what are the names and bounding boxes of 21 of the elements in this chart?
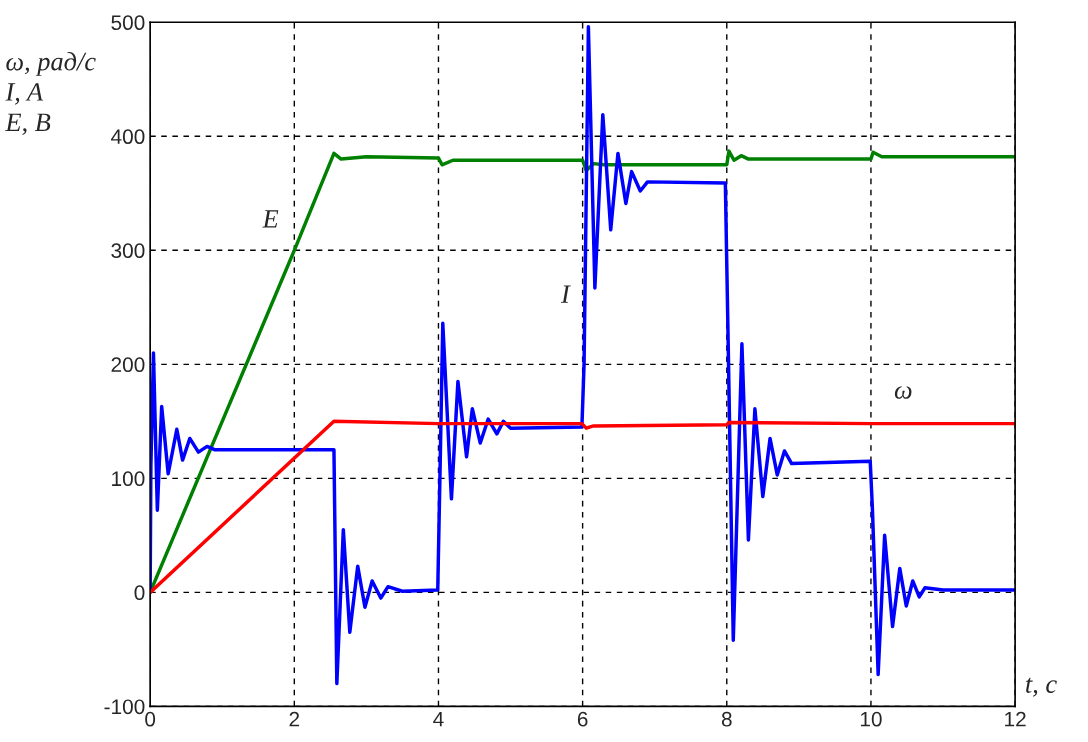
series-label: E bbox=[262, 210, 279, 228]
x-tick-label: 0 bbox=[145, 711, 156, 727]
y-tick-label: 300 bbox=[111, 243, 145, 259]
series-label: I bbox=[560, 285, 571, 303]
line-series bbox=[150, 419, 1016, 595]
x-axis-title: t, c bbox=[1026, 677, 1057, 697]
y-tick-label: 500 bbox=[111, 15, 145, 31]
y-tick-label: 0 bbox=[134, 585, 145, 601]
y-tick-label: -100 bbox=[104, 699, 145, 715]
y-tick-label: 400 bbox=[111, 129, 145, 145]
x-tick-label: 10 bbox=[860, 711, 882, 727]
y-tick-label: 200 bbox=[111, 357, 145, 373]
x-tick-label: 12 bbox=[1005, 711, 1026, 727]
line-series bbox=[150, 25, 1016, 686]
x-tick-label: 6 bbox=[577, 711, 588, 727]
y-axis-title: ω, рад/с I, A E, B bbox=[5, 51, 96, 135]
x-tick-label: 2 bbox=[289, 711, 300, 727]
series-label: ω bbox=[894, 386, 912, 399]
x-tick-label: 8 bbox=[721, 711, 732, 727]
y-tick-label: 100 bbox=[112, 471, 145, 487]
x-tick-label: 4 bbox=[433, 712, 444, 727]
